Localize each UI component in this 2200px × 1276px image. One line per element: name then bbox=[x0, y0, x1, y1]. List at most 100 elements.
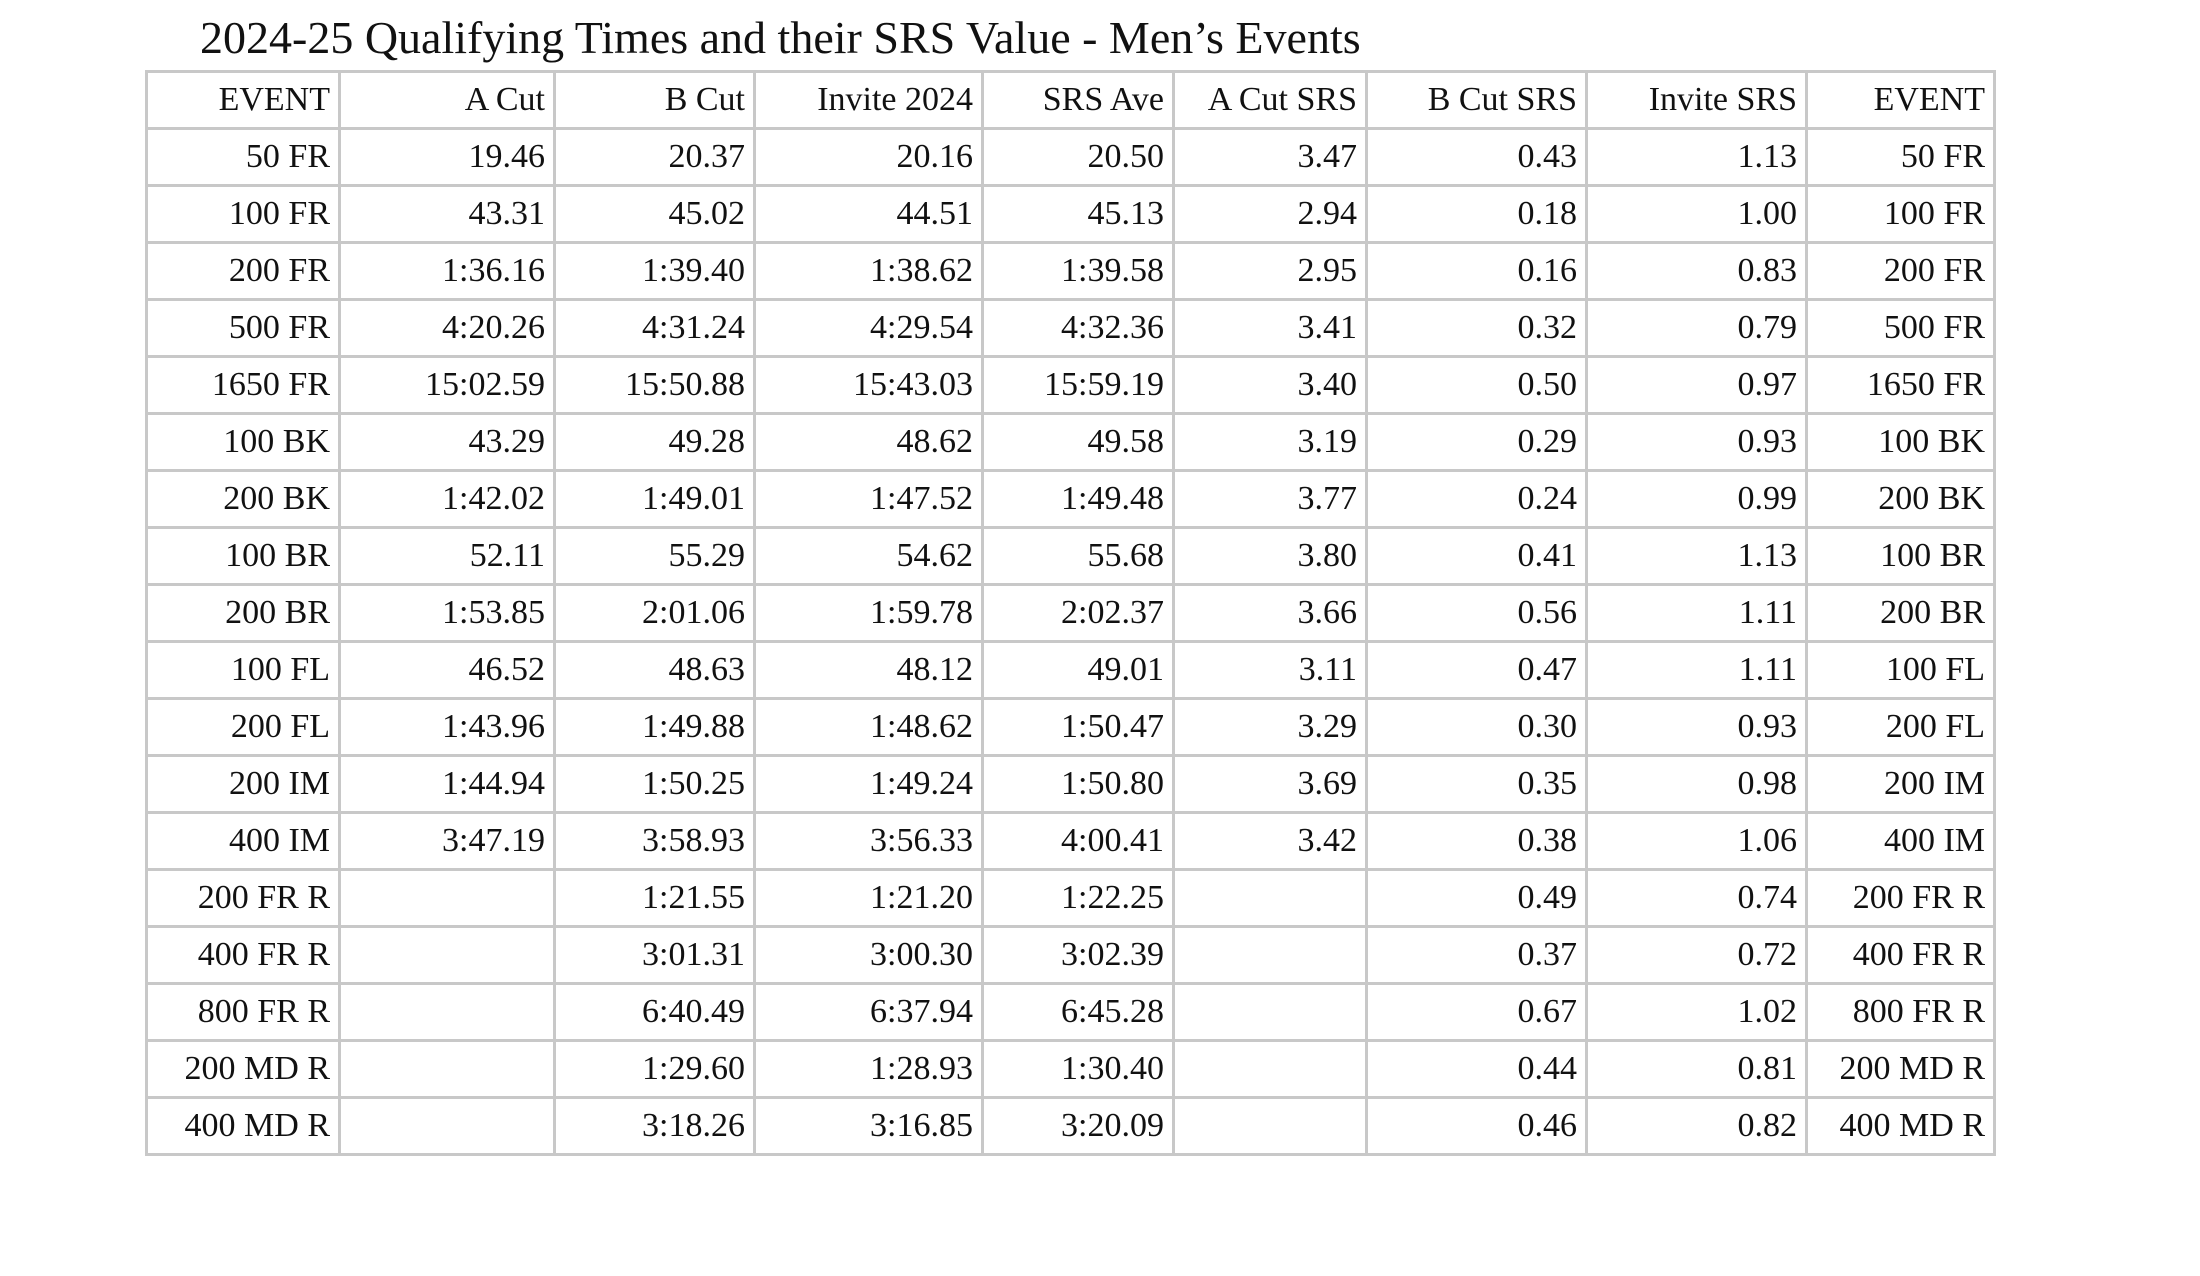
cell-a-cut bbox=[338, 1039, 556, 1099]
cell-a-cut bbox=[338, 982, 556, 1042]
cell-event-right: 200 FL bbox=[1805, 697, 1996, 757]
cell-a-cut bbox=[338, 1096, 556, 1156]
cell-srs-ave: 1:50.47 bbox=[981, 697, 1175, 757]
cell-a-cut: 1:44.94 bbox=[338, 754, 556, 814]
cell-a-cut: 52.11 bbox=[338, 526, 556, 586]
cell-invite-2024: 1:48.62 bbox=[753, 697, 984, 757]
cell-b-cut: 3:58.93 bbox=[553, 811, 756, 871]
cell-event-right: 200 IM bbox=[1805, 754, 1996, 814]
cell-event: 200 MD R bbox=[145, 1039, 341, 1099]
cell-a-cut-srs: 3.40 bbox=[1172, 355, 1368, 415]
cell-b-cut-srs: 0.41 bbox=[1365, 526, 1588, 586]
cell-b-cut-srs: 0.16 bbox=[1365, 241, 1588, 301]
table-row: 200 MD R 1:29.60 1:28.93 1:30.40 0.44 0.81 200… bbox=[145, 1039, 1996, 1099]
cell-b-cut-srs: 0.50 bbox=[1365, 355, 1588, 415]
cell-invite-2024: 3:56.33 bbox=[753, 811, 984, 871]
cell-a-cut: 3:47.19 bbox=[338, 811, 556, 871]
cell-srs-ave: 20.50 bbox=[981, 127, 1175, 187]
column-header-b-cut-srs: B Cut SRS bbox=[1365, 70, 1588, 130]
cell-b-cut-srs: 0.49 bbox=[1365, 868, 1588, 928]
column-header-a-cut: A Cut bbox=[338, 70, 556, 130]
cell-srs-ave: 3:20.09 bbox=[981, 1096, 1175, 1156]
cell-event-right: 1650 FR bbox=[1805, 355, 1996, 415]
cell-b-cut: 49.28 bbox=[553, 412, 756, 472]
cell-event-right: 100 BR bbox=[1805, 526, 1996, 586]
table-row: 50 FR 19.46 20.37 20.16 20.50 3.47 0.43 1.13 50 … bbox=[145, 127, 1996, 187]
cell-a-cut-srs: 2.94 bbox=[1172, 184, 1368, 244]
cell-b-cut-srs: 0.37 bbox=[1365, 925, 1588, 985]
cell-b-cut-srs: 0.43 bbox=[1365, 127, 1588, 187]
cell-srs-ave: 4:32.36 bbox=[981, 298, 1175, 358]
cell-srs-ave: 1:39.58 bbox=[981, 241, 1175, 301]
table-header-row: EVENT A Cut B Cut Invite 2024 SRS Ave A … bbox=[145, 70, 1996, 130]
column-header-invite-2024: Invite 2024 bbox=[753, 70, 984, 130]
cell-invite-2024: 3:16.85 bbox=[753, 1096, 984, 1156]
cell-event-right: 500 FR bbox=[1805, 298, 1996, 358]
cell-a-cut-srs: 3.69 bbox=[1172, 754, 1368, 814]
cell-a-cut-srs bbox=[1172, 1039, 1368, 1099]
cell-invite-srs: 1.06 bbox=[1585, 811, 1808, 871]
cell-srs-ave: 15:59.19 bbox=[981, 355, 1175, 415]
table-row: 200 BK 1:42.02 1:49.01 1:47.52 1:49.48 3.77 0.… bbox=[145, 469, 1996, 529]
cell-b-cut: 1:49.88 bbox=[553, 697, 756, 757]
cell-b-cut: 4:31.24 bbox=[553, 298, 756, 358]
cell-b-cut-srs: 0.24 bbox=[1365, 469, 1588, 529]
cell-b-cut: 6:40.49 bbox=[553, 982, 756, 1042]
cell-event: 800 FR R bbox=[145, 982, 341, 1042]
cell-event: 200 BK bbox=[145, 469, 341, 529]
cell-event: 100 FL bbox=[145, 640, 341, 700]
cell-event-right: 800 FR R bbox=[1805, 982, 1996, 1042]
cell-b-cut: 1:29.60 bbox=[553, 1039, 756, 1099]
cell-event-right: 400 FR R bbox=[1805, 925, 1996, 985]
cell-event-right: 200 FR bbox=[1805, 241, 1996, 301]
cell-event-right: 100 BK bbox=[1805, 412, 1996, 472]
cell-event: 100 BR bbox=[145, 526, 341, 586]
cell-invite-2024: 44.51 bbox=[753, 184, 984, 244]
cell-invite-2024: 1:59.78 bbox=[753, 583, 984, 643]
table-row: 400 MD R 3:18.26 3:16.85 3:20.09 0.46 0.82 400… bbox=[145, 1096, 1996, 1156]
cell-b-cut: 1:21.55 bbox=[553, 868, 756, 928]
cell-event: 100 FR bbox=[145, 184, 341, 244]
cell-invite-2024: 4:29.54 bbox=[753, 298, 984, 358]
cell-invite-2024: 1:47.52 bbox=[753, 469, 984, 529]
cell-a-cut: 15:02.59 bbox=[338, 355, 556, 415]
cell-b-cut-srs: 0.56 bbox=[1365, 583, 1588, 643]
cell-event-right: 50 FR bbox=[1805, 127, 1996, 187]
cell-event: 500 FR bbox=[145, 298, 341, 358]
cell-event: 100 BK bbox=[145, 412, 341, 472]
cell-b-cut: 1:49.01 bbox=[553, 469, 756, 529]
cell-a-cut-srs: 3.42 bbox=[1172, 811, 1368, 871]
cell-invite-srs: 0.82 bbox=[1585, 1096, 1808, 1156]
cell-invite-2024: 6:37.94 bbox=[753, 982, 984, 1042]
table-row: 200 IM 1:44.94 1:50.25 1:49.24 1:50.80 3.69 0.… bbox=[145, 754, 1996, 814]
cell-invite-2024: 15:43.03 bbox=[753, 355, 984, 415]
cell-invite-2024: 1:21.20 bbox=[753, 868, 984, 928]
cell-a-cut: 43.31 bbox=[338, 184, 556, 244]
cell-event-right: 100 FR bbox=[1805, 184, 1996, 244]
cell-a-cut-srs: 3.80 bbox=[1172, 526, 1368, 586]
cell-srs-ave: 1:49.48 bbox=[981, 469, 1175, 529]
cell-event: 200 FR R bbox=[145, 868, 341, 928]
cell-invite-2024: 1:49.24 bbox=[753, 754, 984, 814]
cell-a-cut-srs: 3.29 bbox=[1172, 697, 1368, 757]
table-row: 500 FR 4:20.26 4:31.24 4:29.54 4:32.36 3.41 0.… bbox=[145, 298, 1996, 358]
cell-invite-srs: 1.02 bbox=[1585, 982, 1808, 1042]
cell-invite-2024: 20.16 bbox=[753, 127, 984, 187]
cell-event: 1650 FR bbox=[145, 355, 341, 415]
cell-a-cut: 1:53.85 bbox=[338, 583, 556, 643]
table-row: 200 FR R 1:21.55 1:21.20 1:22.25 0.49 0.74 200… bbox=[145, 868, 1996, 928]
cell-a-cut-srs bbox=[1172, 925, 1368, 985]
table-row: 100 FR 43.31 45.02 44.51 45.13 2.94 0.18 1.00 10… bbox=[145, 184, 1996, 244]
cell-b-cut: 1:39.40 bbox=[553, 241, 756, 301]
cell-event: 200 FR bbox=[145, 241, 341, 301]
cell-b-cut: 55.29 bbox=[553, 526, 756, 586]
cell-invite-srs: 0.81 bbox=[1585, 1039, 1808, 1099]
table-row: 100 FL 46.52 48.63 48.12 49.01 3.11 0.47 1.11 10… bbox=[145, 640, 1996, 700]
column-header-b-cut: B Cut bbox=[553, 70, 756, 130]
cell-srs-ave: 3:02.39 bbox=[981, 925, 1175, 985]
cell-event-right: 200 BK bbox=[1805, 469, 1996, 529]
cell-b-cut-srs: 0.46 bbox=[1365, 1096, 1588, 1156]
cell-invite-2024: 1:38.62 bbox=[753, 241, 984, 301]
cell-srs-ave: 49.58 bbox=[981, 412, 1175, 472]
cell-a-cut: 19.46 bbox=[338, 127, 556, 187]
